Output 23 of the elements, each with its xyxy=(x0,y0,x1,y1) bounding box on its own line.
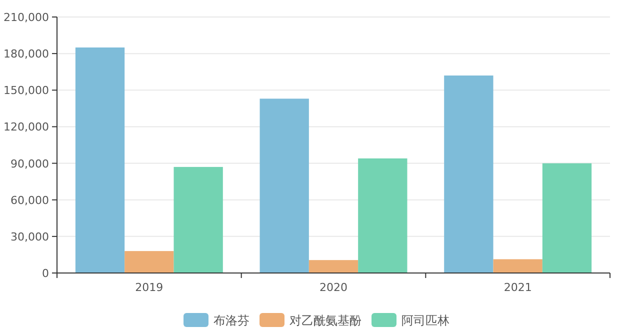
y-tick-label: 180,000 xyxy=(4,48,49,61)
bar xyxy=(444,76,494,273)
x-tick-label: 2019 xyxy=(135,281,164,294)
y-tick-label: 0 xyxy=(42,267,49,280)
y-tick-label: 150,000 xyxy=(4,84,49,98)
y-tick-label: 120,000 xyxy=(4,120,49,134)
y-tick-label: 210,000 xyxy=(4,11,49,24)
y-tick-label: 60,000 xyxy=(10,194,49,207)
bar xyxy=(174,166,223,273)
bar xyxy=(493,259,542,273)
x-tick-label: 2021 xyxy=(504,281,532,294)
bar xyxy=(542,163,592,273)
legend-label: 布洛芬 xyxy=(214,314,250,328)
x-tick-label: 2020 xyxy=(320,281,348,294)
bar xyxy=(124,251,174,273)
bar xyxy=(308,260,358,273)
bar xyxy=(358,158,408,273)
bar xyxy=(260,98,309,273)
legend-label: 阿司匹林 xyxy=(402,314,450,328)
bar xyxy=(75,47,125,273)
legend-label: 对乙酰氨基酚 xyxy=(290,314,362,328)
y-tick-label: 30,000 xyxy=(10,230,49,244)
y-tick-label: 90,000 xyxy=(10,157,49,170)
